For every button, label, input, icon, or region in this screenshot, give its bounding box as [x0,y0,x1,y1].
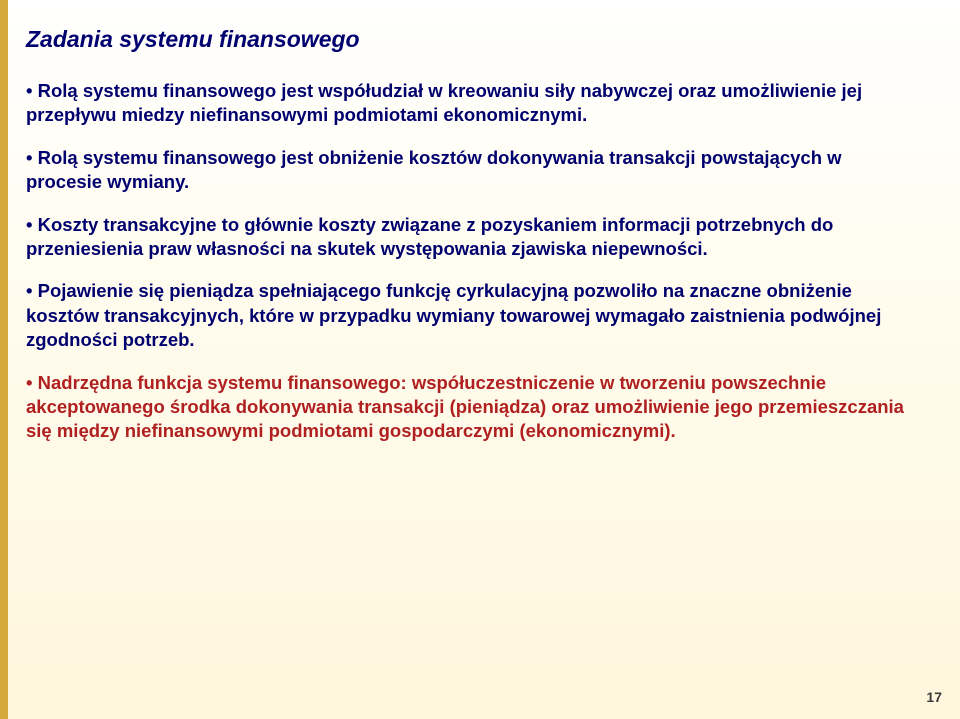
bullet-item: • Rolą systemu finansowego jest współudz… [26,79,920,128]
slide-content: Zadania systemu finansowego • Rolą syste… [26,26,920,462]
bullet-text: Rolą systemu finansowego jest obniżenie … [26,147,842,192]
bullet-text: Nadrzędna funkcja systemu finansowego: w… [26,372,904,442]
bullet-text: Rolą systemu finansowego jest współudzia… [26,80,862,125]
bullet-item: • Rolą systemu finansowego jest obniżeni… [26,146,920,195]
bullet-item: • Pojawienie się pieniądza spełniającego… [26,279,920,352]
slide-title: Zadania systemu finansowego [26,26,920,53]
bullet-dot-icon: • [26,147,38,168]
left-stripe [0,0,8,719]
bullet-item: • Nadrzędna funkcja systemu finansowego:… [26,371,920,444]
bullet-item: • Koszty transakcyjne to głównie koszty … [26,213,920,262]
bullet-list: • Rolą systemu finansowego jest współudz… [26,79,920,444]
bullet-text: Pojawienie się pieniądza spełniającego f… [26,280,881,350]
page-number: 17 [926,689,942,705]
bullet-dot-icon: • [26,214,38,235]
bullet-dot-icon: • [26,80,38,101]
bullet-dot-icon: • [26,372,38,393]
bullet-text: Koszty transakcyjne to głównie koszty zw… [26,214,833,259]
bullet-dot-icon: • [26,280,38,301]
